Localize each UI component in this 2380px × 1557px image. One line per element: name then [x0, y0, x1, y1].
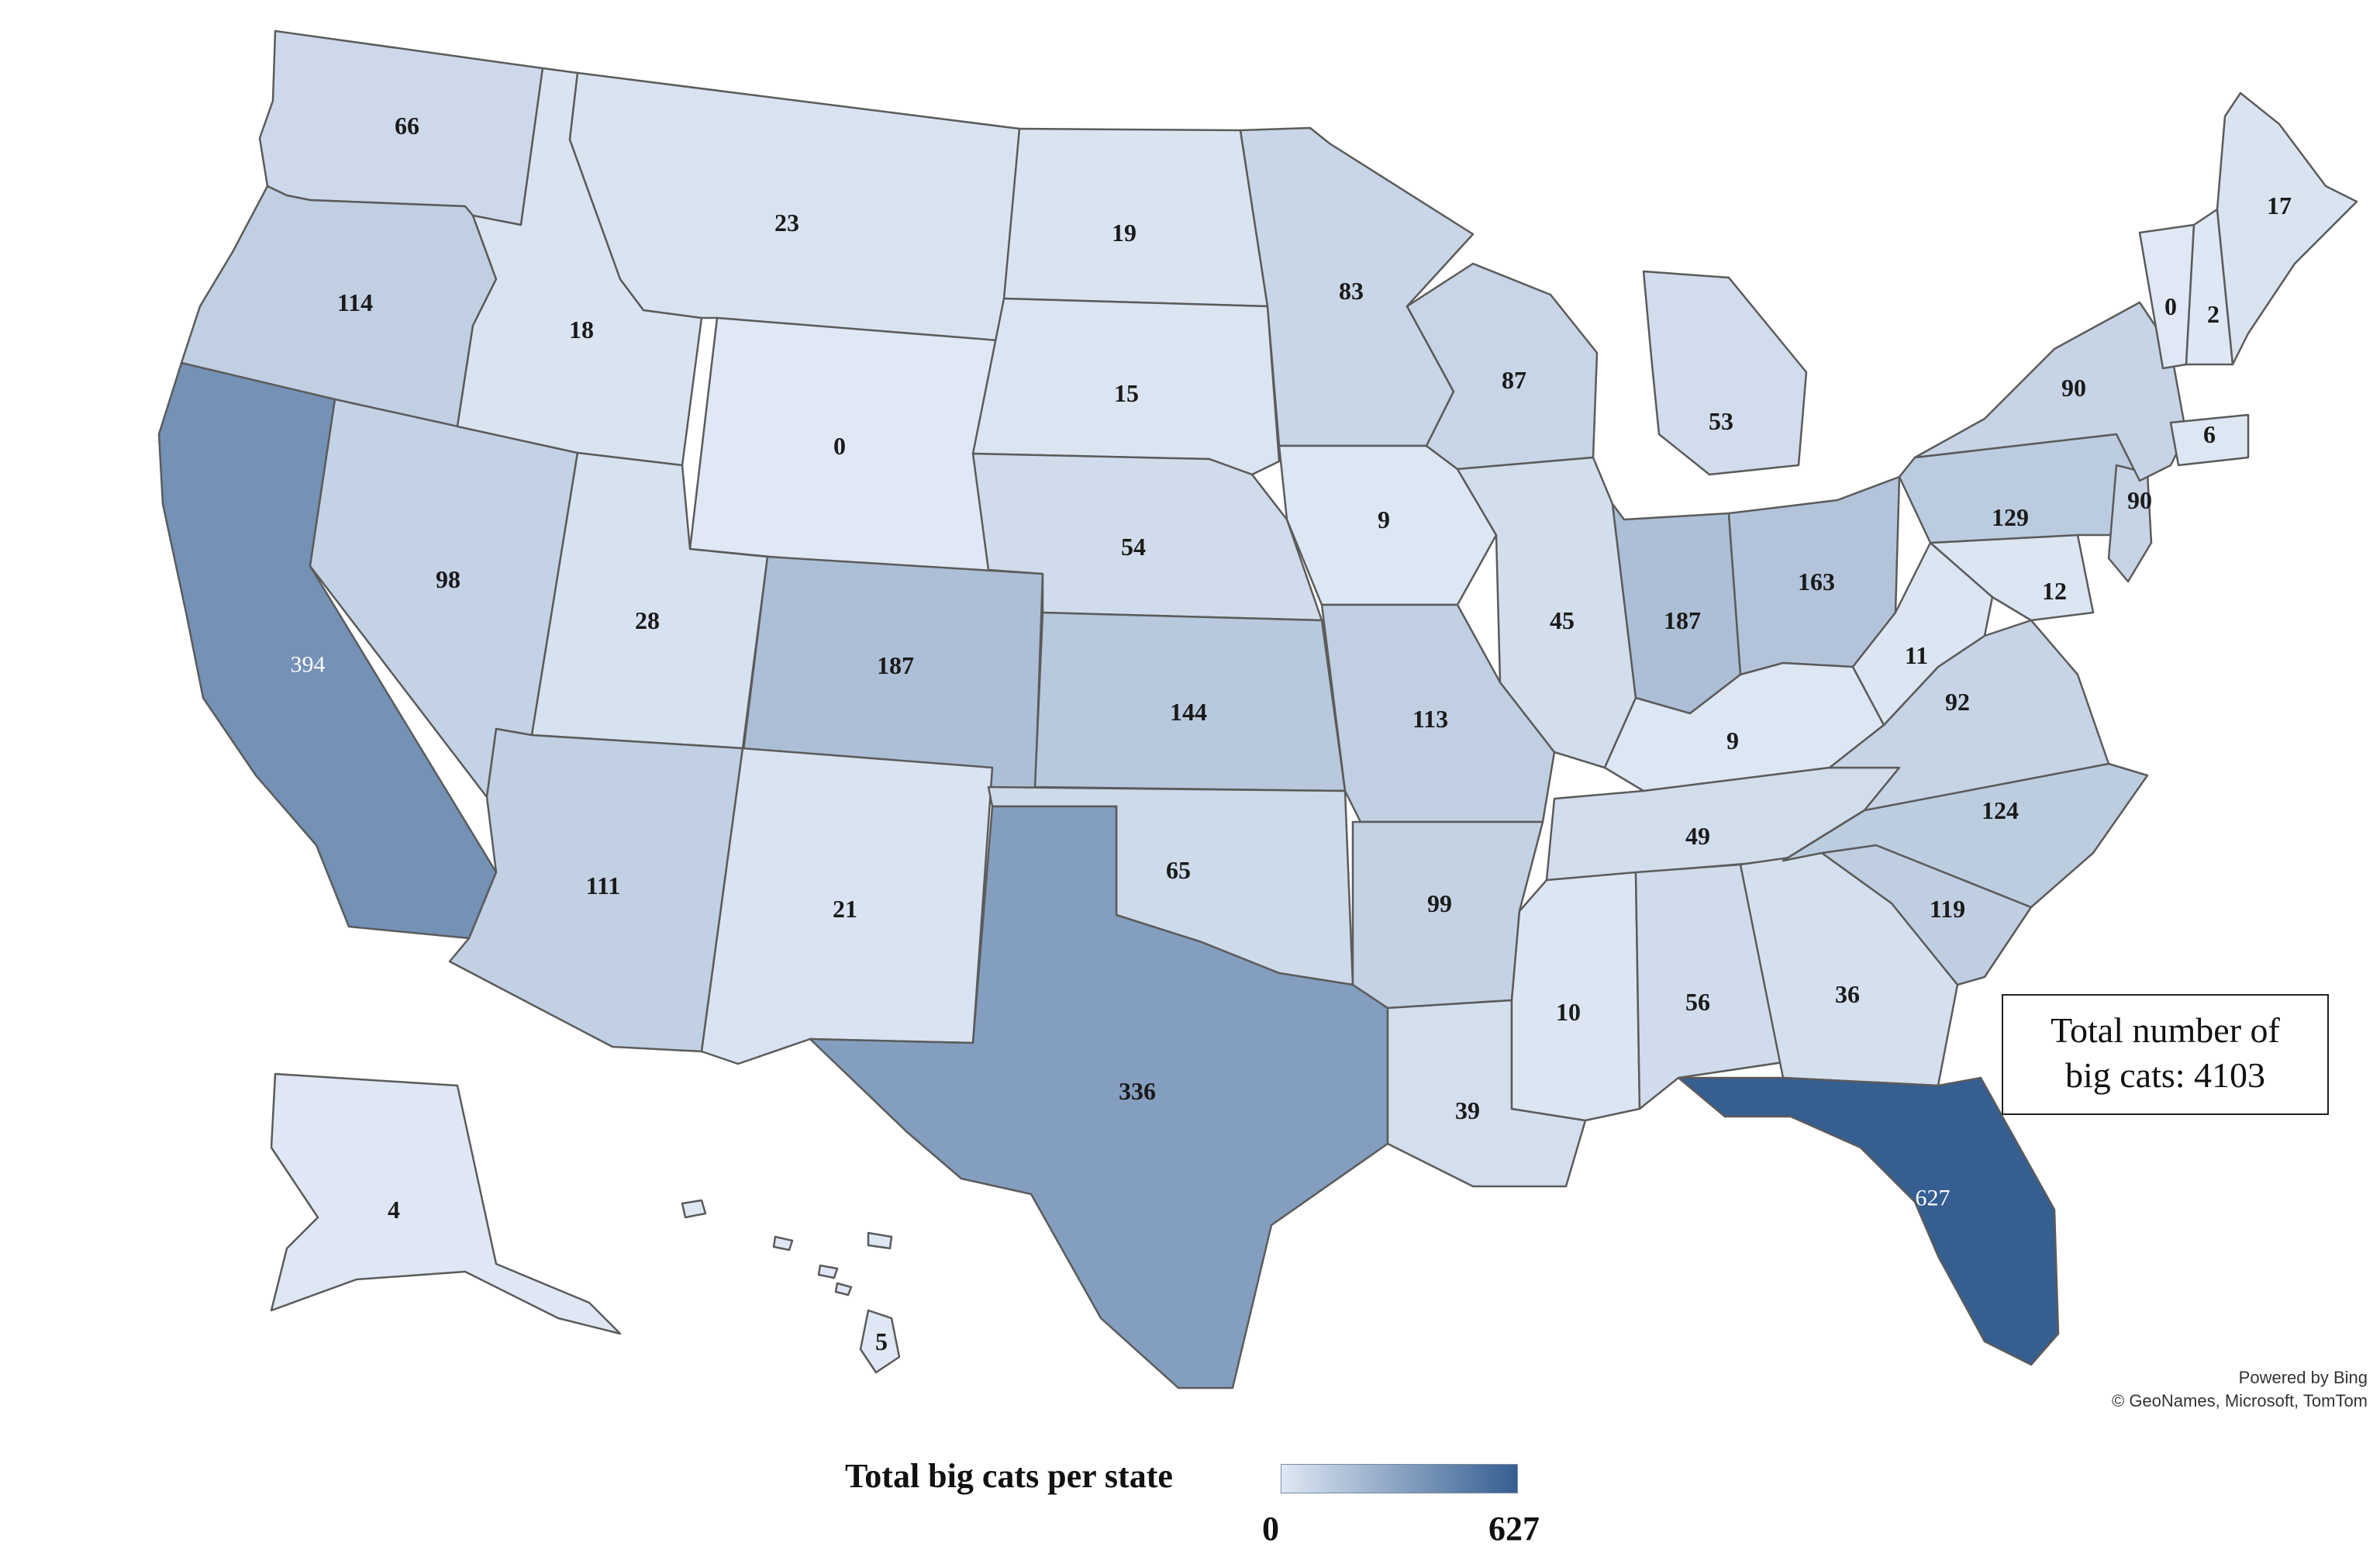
attribution-copyright: © GeoNames, Microsoft, TomTom	[2112, 1391, 2368, 1410]
state-value-wa: 66	[395, 112, 419, 140]
state-value-il: 45	[1550, 606, 1575, 634]
legend-max-label: 627	[1488, 1510, 1540, 1548]
state-value-ms: 10	[1556, 998, 1581, 1026]
state-value-id: 18	[569, 316, 594, 344]
state-value-wi: 87	[1502, 366, 1526, 394]
state-value-ca: 394	[291, 652, 326, 678]
state-value-mi: 53	[1709, 407, 1733, 435]
state-value-nm: 21	[833, 895, 857, 923]
state-value-hi: 5	[875, 1327, 888, 1355]
state-value-ga: 36	[1835, 980, 1860, 1008]
state-value-nj: 90	[2127, 486, 2152, 514]
state-nj	[2107, 464, 2153, 583]
legend-title: Total big cats per state	[845, 1457, 1173, 1495]
state-value-az: 111	[586, 872, 620, 899]
state-ak	[270, 1072, 622, 1335]
state-value-ut: 28	[635, 606, 660, 634]
state-nd	[1002, 127, 1269, 308]
state-tx	[809, 805, 1389, 1390]
state-value-al: 56	[1685, 988, 1710, 1016]
state-value-ok: 65	[1166, 856, 1191, 884]
state-value-md: 12	[2042, 577, 2067, 605]
state-value-wy: 0	[833, 432, 846, 460]
state-value-oh: 163	[1798, 568, 1835, 596]
state-value-la: 39	[1455, 1096, 1480, 1124]
state-mo	[1320, 603, 1556, 823]
hawaii-island-3	[834, 1282, 853, 1296]
total-count-line1: Total number of	[2051, 1010, 2280, 1050]
state-value-wv: 11	[1905, 641, 1928, 669]
map-attribution: Powered by Bing © GeoNames, Microsoft, T…	[2112, 1366, 2368, 1413]
state-ct	[2169, 413, 2250, 467]
state-value-ak: 4	[388, 1196, 400, 1224]
state-value-sc: 119	[1930, 895, 1965, 923]
state-value-vt: 0	[2164, 292, 2177, 320]
state-mi	[1642, 270, 1808, 476]
hawaii-island-1	[772, 1235, 794, 1251]
state-value-ny: 90	[2061, 374, 2086, 402]
attribution-powered-by: Powered by Bing	[2238, 1368, 2368, 1387]
state-value-ar: 99	[1427, 889, 1452, 917]
total-count-line2: big cats: 4103	[2064, 1055, 2266, 1095]
state-value-ct: 6	[2203, 420, 2216, 448]
state-value-co: 187	[877, 651, 914, 679]
state-value-nc: 124	[1982, 796, 2019, 824]
state-value-nv: 98	[436, 565, 460, 593]
state-value-mo: 113	[1412, 705, 1448, 733]
state-value-nh: 2	[2207, 300, 2220, 328]
legend-min-label: 0	[1262, 1510, 1279, 1548]
state-value-fl: 627	[1916, 1186, 1951, 1211]
state-value-ky: 9	[1726, 727, 1739, 754]
state-value-ne: 54	[1121, 533, 1146, 561]
hawaii-island-0	[867, 1231, 893, 1250]
state-value-sd: 15	[1114, 379, 1139, 407]
state-fl	[1677, 1076, 2060, 1366]
state-value-me: 17	[2267, 192, 2292, 219]
state-value-pa: 129	[1992, 503, 2029, 531]
state-value-ks: 144	[1170, 698, 1207, 726]
state-al	[1634, 863, 1785, 1110]
state-value-or: 114	[337, 288, 373, 316]
state-wy	[688, 316, 1009, 579]
state-me	[2216, 91, 2358, 366]
state-value-mn: 83	[1339, 277, 1364, 305]
state-value-in: 187	[1664, 606, 1701, 634]
state-value-mt: 23	[774, 209, 799, 236]
total-count-box: Total number of big cats: 4103	[2002, 994, 2329, 1115]
state-value-tn: 49	[1685, 822, 1710, 850]
hawaii-island-4	[681, 1199, 707, 1219]
state-value-ia: 9	[1378, 506, 1390, 533]
state-ms	[1510, 871, 1641, 1122]
state-ny	[1913, 301, 2188, 482]
state-hi	[859, 1309, 901, 1374]
state-wv	[1851, 541, 1994, 727]
state-value-nd: 19	[1112, 219, 1137, 247]
state-value-tx: 336	[1119, 1077, 1156, 1105]
state-mt	[568, 71, 1021, 343]
legend-color-scale	[1281, 1464, 1518, 1493]
state-value-va: 92	[1945, 688, 1970, 716]
hawaii-island-2	[817, 1264, 839, 1279]
